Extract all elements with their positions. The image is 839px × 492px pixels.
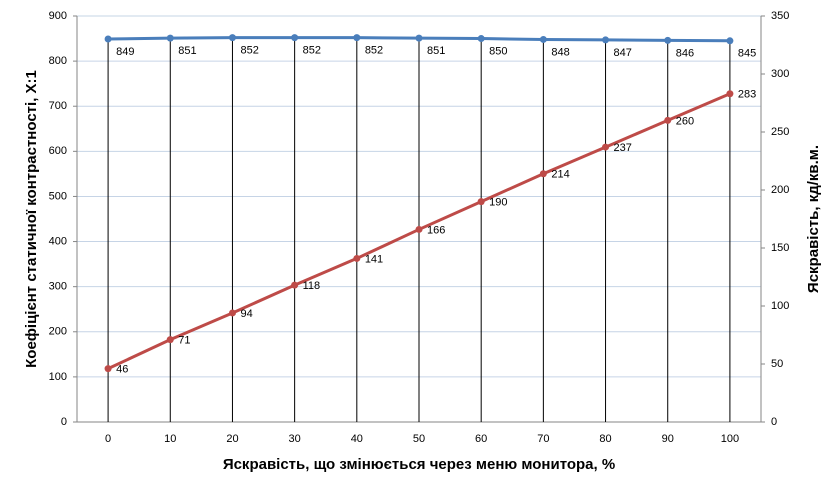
data-label: 851 [427, 45, 445, 57]
data-label: 46 [116, 364, 128, 376]
data-label: 190 [489, 197, 507, 209]
point [415, 225, 423, 233]
point [104, 365, 112, 373]
point [726, 37, 734, 45]
point [291, 34, 299, 42]
y-tick-label: 900 [49, 10, 67, 22]
point [602, 143, 610, 151]
point [104, 35, 112, 43]
y-tick-label: 100 [49, 371, 67, 383]
data-label: 166 [427, 224, 445, 236]
y2-tick-label: 300 [771, 68, 789, 80]
data-label: 260 [676, 115, 694, 127]
point [539, 170, 547, 178]
point [477, 198, 485, 206]
y2-axis-title: Яскравість, кд/кв.м. [805, 145, 822, 293]
y-axis-title: Коефіцієнт статичної контрастності, Х:1 [23, 70, 40, 368]
y2-tick-label: 50 [771, 358, 783, 370]
data-label: 71 [178, 335, 190, 347]
data-label: 849 [116, 46, 134, 58]
x-tick-label: 80 [599, 433, 611, 445]
data-label: 851 [178, 45, 196, 57]
x-tick-label: 60 [475, 433, 487, 445]
point [228, 34, 236, 42]
data-label: 118 [303, 280, 321, 292]
point [228, 309, 236, 317]
data-label: 283 [738, 89, 756, 101]
y-tick-label: 0 [61, 416, 67, 428]
data-label: 214 [551, 169, 569, 181]
point [166, 336, 174, 344]
x-tick-label: 50 [413, 433, 425, 445]
point [539, 35, 547, 43]
data-label: 848 [551, 46, 569, 58]
data-label: 94 [240, 308, 252, 320]
x-tick-label: 70 [537, 433, 549, 445]
y-tick-label: 700 [49, 100, 67, 112]
x-tick-label: 100 [721, 433, 739, 445]
y-tick-label: 800 [49, 55, 67, 67]
data-label: 845 [738, 48, 756, 60]
x-tick-label: 90 [662, 433, 674, 445]
data-label: 237 [614, 142, 632, 154]
point [353, 34, 361, 42]
point [415, 34, 423, 42]
x-tick-label: 30 [289, 433, 301, 445]
y2-tick-label: 250 [771, 126, 789, 138]
y2-tick-label: 350 [771, 10, 789, 22]
y-tick-label: 200 [49, 326, 67, 338]
y-tick-label: 400 [49, 235, 67, 247]
point [477, 35, 485, 43]
y2-tick-label: 0 [771, 416, 777, 428]
data-label: 852 [365, 45, 383, 57]
point [602, 36, 610, 44]
point [664, 116, 672, 124]
y-tick-label: 300 [49, 281, 67, 293]
data-label: 141 [365, 253, 383, 265]
point [353, 254, 361, 262]
y-tick-label: 600 [49, 145, 67, 157]
y2-tick-label: 150 [771, 242, 789, 254]
data-label: 852 [240, 45, 258, 57]
point [726, 90, 734, 98]
point [291, 281, 299, 289]
data-label: 852 [303, 45, 321, 57]
x-tick-label: 10 [164, 433, 176, 445]
x-axis-title: Яскравість, що змінюється через меню мон… [223, 456, 615, 473]
point [166, 34, 174, 42]
x-tick-label: 20 [226, 433, 238, 445]
y2-tick-label: 200 [771, 184, 789, 196]
point [664, 36, 672, 44]
y-tick-label: 500 [49, 190, 67, 202]
data-label: 847 [614, 47, 632, 59]
data-label: 846 [676, 47, 694, 59]
y2-tick-label: 100 [771, 300, 789, 312]
x-tick-label: 40 [351, 433, 363, 445]
data-label: 850 [489, 45, 507, 57]
x-tick-label: 0 [105, 433, 111, 445]
